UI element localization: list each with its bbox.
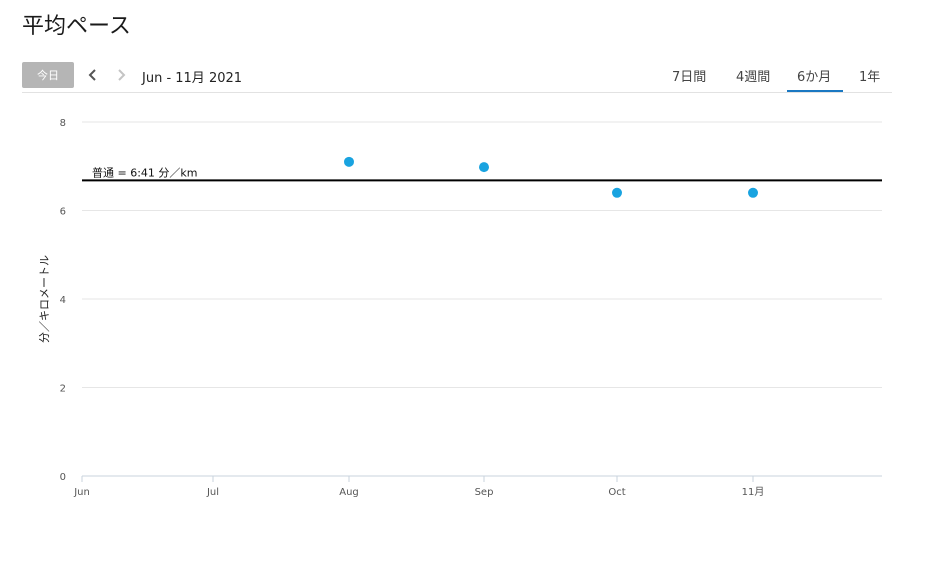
data-point bbox=[344, 156, 354, 167]
today-button[interactable]: 今日 bbox=[22, 62, 74, 88]
y-axis-title: 分／キロメートル bbox=[38, 255, 51, 343]
data-point bbox=[612, 187, 622, 198]
page-title: 平均ペース bbox=[22, 14, 131, 39]
x-tick-label: Aug bbox=[339, 487, 359, 498]
tab-7-days[interactable]: 7日間 bbox=[672, 70, 707, 85]
y-tick-label: 2 bbox=[60, 384, 66, 395]
date-range-label: Jun - 11月 2021 bbox=[142, 71, 243, 86]
data-point bbox=[748, 187, 758, 198]
y-tick-label: 0 bbox=[60, 472, 66, 483]
y-tick-label: 8 bbox=[60, 118, 66, 129]
average-reference: 普通 = 6:41 分／km bbox=[82, 165, 882, 182]
data-points bbox=[344, 156, 758, 198]
x-tick-label: Sep bbox=[475, 487, 494, 498]
grid-lines bbox=[82, 121, 882, 388]
data-point bbox=[479, 162, 489, 173]
x-tick-label: 11月 bbox=[742, 486, 765, 498]
previous-period-button[interactable] bbox=[84, 65, 102, 85]
y-axis-ticks: 0 2 4 6 8 bbox=[60, 118, 66, 483]
y-tick-label: 4 bbox=[60, 295, 66, 306]
x-axis: Jun Jul Aug Sep Oct 11月 bbox=[73, 475, 882, 498]
average-reference-label: 普通 = 6:41 分／km bbox=[92, 165, 198, 179]
tab-4-weeks[interactable]: 4週間 bbox=[736, 70, 771, 85]
chart-toolbar: 今日 Jun - 11月 2021 7日間 4週間 6か月 1年 bbox=[22, 62, 892, 93]
active-tab-indicator bbox=[787, 90, 843, 92]
x-tick-label: Oct bbox=[608, 487, 625, 498]
x-tick-label: Jul bbox=[206, 487, 219, 498]
x-tick-label: Jun bbox=[73, 487, 90, 498]
chevron-right-icon bbox=[118, 69, 126, 81]
next-period-button[interactable] bbox=[112, 65, 130, 85]
chevron-left-icon bbox=[88, 69, 96, 81]
y-tick-label: 6 bbox=[60, 207, 66, 218]
tab-1-year[interactable]: 1年 bbox=[859, 70, 881, 85]
tab-6-months[interactable]: 6か月 bbox=[797, 70, 832, 85]
